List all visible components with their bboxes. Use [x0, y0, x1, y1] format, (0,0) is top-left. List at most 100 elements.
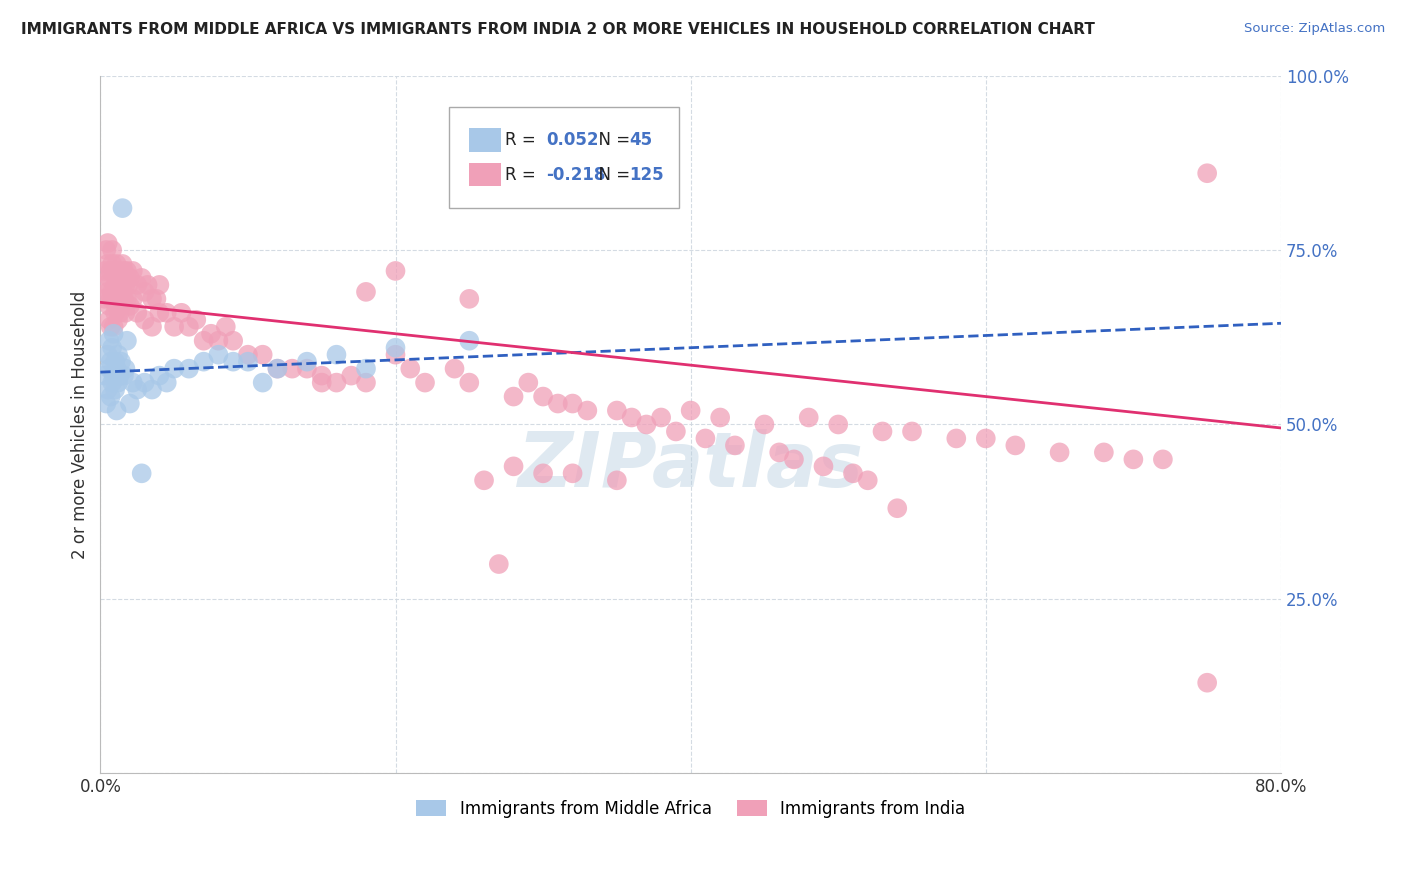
Point [768, 445, 790, 459]
Point [115, 334, 138, 348]
Point [115, 264, 138, 278]
Point [266, 361, 288, 376]
Point [100, 390, 122, 404]
FancyBboxPatch shape [468, 162, 501, 186]
Point [222, 334, 245, 348]
Point [103, 319, 125, 334]
Point [945, 432, 967, 446]
Point [97, 348, 120, 362]
Point [110, 299, 132, 313]
Point [118, 299, 141, 313]
Point [96, 396, 118, 410]
Point [94, 368, 117, 383]
Point [134, 376, 156, 390]
Point [311, 376, 333, 390]
Point [1152, 452, 1174, 467]
Point [531, 467, 554, 481]
Point [114, 277, 136, 292]
Point [156, 376, 179, 390]
Point [531, 390, 554, 404]
Point [148, 368, 170, 383]
Point [186, 313, 208, 327]
Point [98, 299, 121, 313]
Point [101, 285, 124, 299]
Point [163, 361, 186, 376]
Point [222, 354, 245, 368]
Point [872, 425, 894, 439]
Text: R =: R = [505, 166, 541, 184]
Point [754, 417, 776, 432]
Point [94, 292, 117, 306]
Point [458, 334, 481, 348]
Point [96, 243, 118, 257]
Point [97, 257, 120, 271]
Point [105, 271, 128, 285]
Point [104, 354, 127, 368]
Point [115, 292, 138, 306]
Point [325, 348, 347, 362]
Point [98, 271, 121, 285]
Text: Source: ZipAtlas.com: Source: ZipAtlas.com [1244, 22, 1385, 36]
Text: R =: R = [505, 131, 541, 149]
Point [148, 277, 170, 292]
Point [141, 319, 163, 334]
Point [679, 403, 702, 417]
Point [458, 376, 481, 390]
Point [112, 368, 135, 383]
Point [110, 354, 132, 368]
Point [103, 326, 125, 341]
Point [384, 348, 406, 362]
Point [207, 348, 229, 362]
Point [399, 361, 422, 376]
Point [104, 306, 127, 320]
Point [131, 271, 153, 285]
Point [134, 285, 156, 299]
Point [797, 410, 820, 425]
Point [145, 292, 167, 306]
Point [650, 410, 672, 425]
Point [156, 306, 179, 320]
Point [117, 277, 139, 292]
Point [354, 376, 377, 390]
Point [107, 264, 129, 278]
Point [114, 361, 136, 376]
Point [472, 473, 495, 487]
Point [901, 425, 924, 439]
Point [98, 334, 121, 348]
Point [127, 383, 149, 397]
Point [110, 271, 132, 285]
Text: -0.218: -0.218 [547, 166, 606, 184]
Point [856, 473, 879, 487]
Point [112, 292, 135, 306]
Point [384, 341, 406, 355]
Point [413, 376, 436, 390]
Point [517, 376, 540, 390]
Point [100, 292, 122, 306]
Point [118, 271, 141, 285]
Point [97, 285, 120, 299]
Point [105, 361, 128, 376]
Point [354, 361, 377, 376]
Point [97, 235, 120, 250]
Text: N =: N = [588, 131, 636, 149]
Text: IMMIGRANTS FROM MIDDLE AFRICA VS IMMIGRANTS FROM INDIA 2 OR MORE VEHICLES IN HOU: IMMIGRANTS FROM MIDDLE AFRICA VS IMMIGRA… [21, 22, 1095, 37]
Point [134, 313, 156, 327]
Point [340, 368, 363, 383]
Point [1004, 438, 1026, 452]
Point [488, 557, 510, 571]
Point [1197, 675, 1219, 690]
Point [148, 306, 170, 320]
Legend: Immigrants from Middle Africa, Immigrants from India: Immigrants from Middle Africa, Immigrant… [409, 793, 972, 824]
Point [576, 403, 599, 417]
Point [193, 334, 215, 348]
Point [141, 292, 163, 306]
Point [101, 376, 124, 390]
Point [1049, 445, 1071, 459]
Point [200, 326, 222, 341]
Point [98, 313, 121, 327]
Point [170, 306, 193, 320]
Text: N =: N = [588, 166, 636, 184]
Point [108, 306, 131, 320]
Point [94, 264, 117, 278]
Point [1122, 452, 1144, 467]
